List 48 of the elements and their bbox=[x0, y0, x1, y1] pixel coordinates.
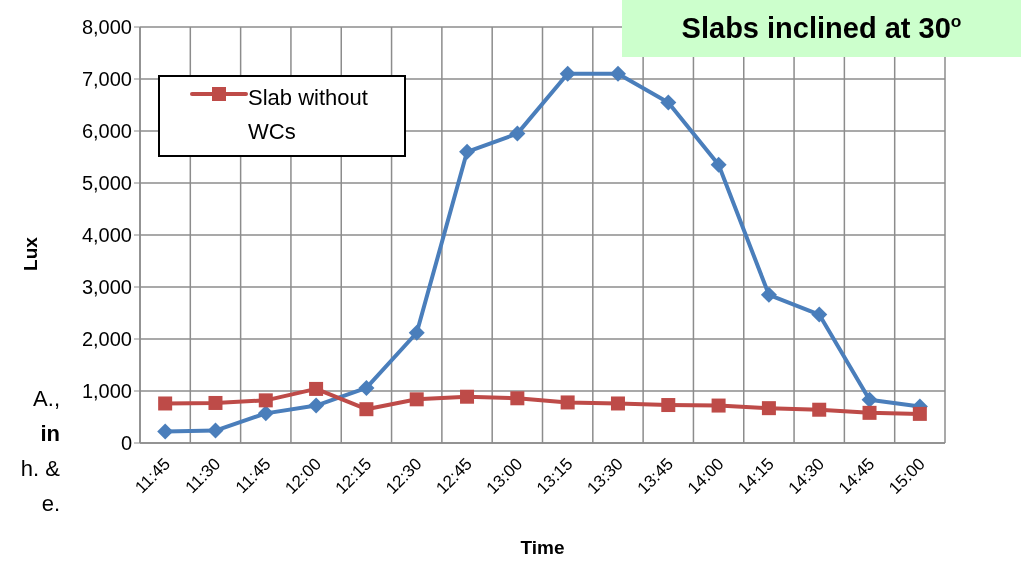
y-tick-label: 6,000 bbox=[81, 120, 132, 143]
point bbox=[560, 395, 575, 410]
point bbox=[861, 391, 878, 408]
point bbox=[408, 324, 425, 341]
point bbox=[308, 397, 325, 414]
chart-title: Slabs inclined at 30$^{o}$ bbox=[681, 11, 962, 45]
point bbox=[258, 393, 273, 408]
point bbox=[862, 405, 877, 420]
point bbox=[660, 94, 677, 111]
point bbox=[510, 391, 525, 406]
text: in bbox=[40, 421, 60, 447]
y-tick-label: 2,000 bbox=[81, 328, 132, 351]
y-tick-label: 0 bbox=[120, 432, 132, 455]
point bbox=[760, 286, 777, 303]
point bbox=[358, 379, 375, 396]
text: h. & bbox=[20, 456, 60, 482]
point bbox=[208, 395, 223, 410]
point bbox=[912, 406, 927, 421]
point bbox=[661, 398, 676, 413]
point bbox=[309, 381, 324, 396]
y-tick-label: 4,000 bbox=[81, 224, 132, 247]
point bbox=[158, 396, 173, 411]
y-tick-label: 3,000 bbox=[81, 276, 132, 299]
point bbox=[811, 306, 828, 323]
y-tick-label: 1,000 bbox=[81, 380, 132, 403]
point bbox=[257, 405, 274, 422]
point bbox=[460, 389, 475, 404]
y-tick-label: 8,000 bbox=[81, 16, 132, 39]
point bbox=[157, 423, 174, 440]
point bbox=[711, 398, 726, 413]
point bbox=[459, 143, 476, 160]
x-axis-title: Time bbox=[519, 537, 566, 559]
y-tick-label: 5,000 bbox=[81, 172, 132, 195]
y-tick-label: 7,000 bbox=[81, 68, 132, 91]
point bbox=[359, 402, 374, 417]
point bbox=[509, 125, 526, 142]
point bbox=[559, 65, 576, 82]
point bbox=[761, 401, 776, 416]
legend-label: Slab without WCs bbox=[248, 84, 369, 146]
text: A., bbox=[33, 386, 60, 412]
point bbox=[609, 65, 626, 82]
point bbox=[207, 422, 224, 439]
point bbox=[610, 396, 625, 411]
point bbox=[710, 156, 727, 173]
point bbox=[812, 402, 827, 417]
point bbox=[409, 392, 424, 407]
y-axis-title: Lux bbox=[19, 237, 42, 271]
text: e. bbox=[41, 491, 60, 517]
